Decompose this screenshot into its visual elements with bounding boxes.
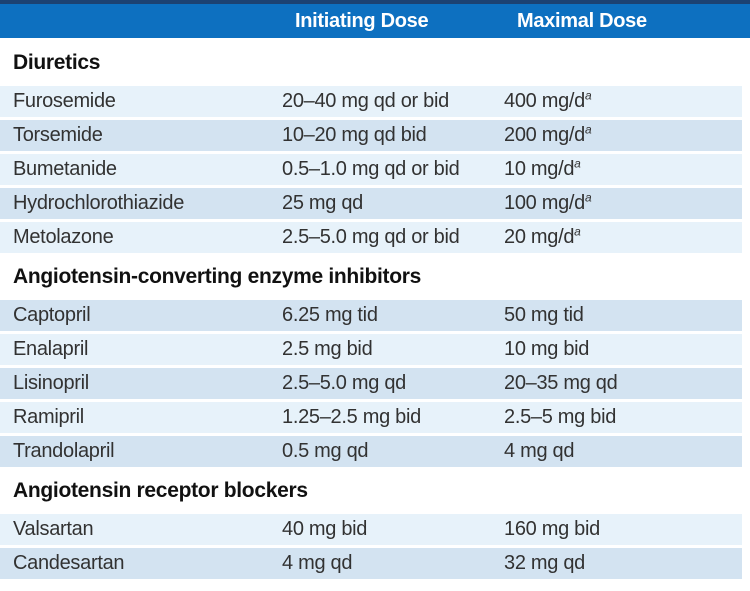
table-row: Torsemide 10–20 mg qd bid 200 mg/da [0,120,742,151]
maximal-dose-value: 160 mg bid [504,518,600,540]
section-header: Diuretics [0,42,750,84]
footnote-marker: a [585,190,592,205]
maximal-dose-value: 32 mg qd [504,552,585,574]
table-row: Valsartan 40 mg bid 160 mg bid [0,514,742,545]
table-row: Captopril 6.25 mg tid 50 mg tid [0,300,742,331]
table-column-header: Initiating Dose Maximal Dose [0,0,750,38]
maximal-dose-value: 20–35 mg qd [504,372,618,394]
maximal-dose-cell: 160 mg bid [504,518,742,541]
maximal-dose-value: 10 mg bid [504,338,590,360]
maximal-dose-value: 2.5–5 mg bid [504,406,617,428]
maximal-dose-value: 200 mg/d [504,124,585,146]
table-row: Candesartan 4 mg qd 32 mg qd [0,548,742,579]
maximal-dose-value: 100 mg/d [504,192,585,214]
table-row: Metolazone 2.5–5.0 mg qd or bid 20 mg/da [0,222,742,253]
maximal-dose-value: 4 mg qd [504,440,575,462]
maximal-dose-cell: 50 mg tid [504,304,742,327]
maximal-dose-cell: 2.5–5 mg bid [504,406,742,429]
initiating-dose-cell: 4 mg qd [282,552,353,574]
column-header-maximal-dose: Maximal Dose [517,9,647,32]
footnote-marker: a [574,224,581,239]
maximal-dose-cell: 200 mg/da [504,122,742,147]
initiating-dose-cell: 10–20 mg qd bid [282,124,427,146]
maximal-dose-cell: 32 mg qd [504,552,742,575]
initiating-dose-cell: 25 mg qd [282,192,363,214]
footnote-marker: a [574,156,581,171]
table-row: Lisinopril 2.5–5.0 mg qd 20–35 mg qd [0,368,742,399]
section-header: Angiotensin-converting enzyme inhibitors [0,256,750,298]
maximal-dose-cell: 400 mg/da [504,88,742,113]
drug-name-cell: Lisinopril [13,372,89,394]
initiating-dose-cell: 0.5 mg qd [282,440,369,462]
maximal-dose-cell: 4 mg qd [504,440,742,463]
table-row: Furosemide 20–40 mg qd or bid 400 mg/da [0,86,742,117]
drug-name-cell: Furosemide [13,90,116,112]
maximal-dose-cell: 20–35 mg qd [504,372,742,395]
table-row: Hydrochlorothiazide 25 mg qd 100 mg/da [0,188,742,219]
drug-name-cell: Enalapril [13,338,89,360]
maximal-dose-cell: 20 mg/da [504,224,742,249]
drug-name-cell: Ramipril [13,406,84,428]
table-row: Ramipril 1.25–2.5 mg bid 2.5–5 mg bid [0,402,742,433]
maximal-dose-cell: 10 mg bid [504,338,742,361]
maximal-dose-value: 10 mg/d [504,158,575,180]
initiating-dose-cell: 2.5–5.0 mg qd [282,372,406,394]
footnote-marker: a [585,122,592,137]
maximal-dose-cell: 10 mg/da [504,156,742,181]
initiating-dose-cell: 40 mg bid [282,518,368,540]
initiating-dose-cell: 2.5–5.0 mg qd or bid [282,226,460,248]
maximal-dose-value: 50 mg tid [504,304,584,326]
maximal-dose-cell: 100 mg/da [504,190,742,215]
section-header: Angiotensin receptor blockers [0,470,750,512]
drug-name-cell: Captopril [13,304,91,326]
table-row: Enalapril 2.5 mg bid 10 mg bid [0,334,742,365]
maximal-dose-value: 20 mg/d [504,226,575,248]
drug-name-cell: Torsemide [13,124,103,146]
drug-name-cell: Candesartan [13,552,125,574]
column-header-initiating-dose: Initiating Dose [295,9,429,32]
table-row: Trandolapril 0.5 mg qd 4 mg qd [0,436,742,467]
drug-name-cell: Trandolapril [13,440,115,462]
drug-name-cell: Metolazone [13,226,114,248]
table-row: Bumetanide 0.5–1.0 mg qd or bid 10 mg/da [0,154,742,185]
initiating-dose-cell: 6.25 mg tid [282,304,378,326]
initiating-dose-cell: 20–40 mg qd or bid [282,90,449,112]
drug-name-cell: Valsartan [13,518,94,540]
initiating-dose-cell: 1.25–2.5 mg bid [282,406,421,428]
initiating-dose-cell: 2.5 mg bid [282,338,373,360]
footnote-marker: a [585,88,592,103]
table-body: Diuretics Furosemide 20–40 mg qd or bid 400… [0,38,750,579]
drug-name-cell: Bumetanide [13,158,117,180]
drug-name-cell: Hydrochlorothiazide [13,192,185,214]
initiating-dose-cell: 0.5–1.0 mg qd or bid [282,158,460,180]
maximal-dose-value: 400 mg/d [504,90,585,112]
